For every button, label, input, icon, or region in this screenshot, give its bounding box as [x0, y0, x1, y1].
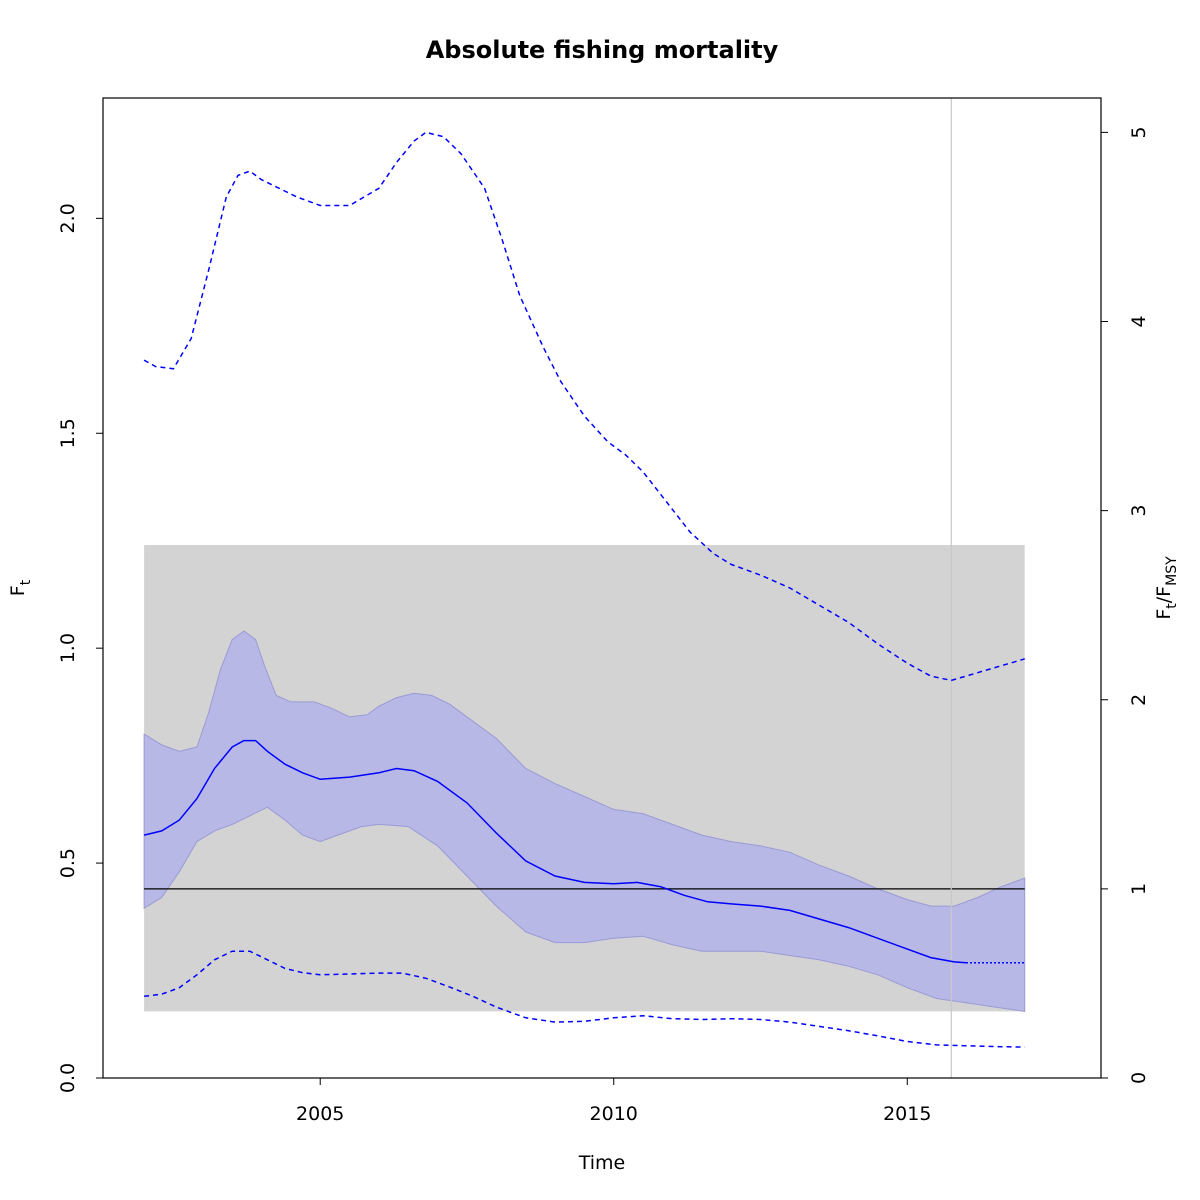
y2-axis-label-sub2: MSY	[1164, 556, 1180, 586]
y-tick-label: 1.0	[57, 633, 79, 663]
axes: 2005 2010 2015 0.0 0.5 1.0 1.5 2.0 0 1 2 3 4 5	[57, 126, 1150, 1125]
y2-axis-label: Ft/FMSY	[1153, 556, 1180, 620]
series-line-estimate	[143, 739, 967, 964]
series-line-ci-lower	[144, 950, 1025, 1048]
y-tick-label: 0.5	[57, 848, 79, 878]
x-tick-label: 2010	[590, 1103, 638, 1125]
y2-tick-label: 3	[1128, 505, 1150, 517]
x-tick-label: 2015	[883, 1103, 931, 1125]
y2-tick-label: 0	[1128, 1072, 1150, 1084]
y-axis-label: Ft	[7, 579, 34, 596]
x-tick-label: 2005	[296, 1103, 344, 1125]
chart-title: Absolute fishing mortality	[426, 36, 779, 64]
y-axis-label-sub: t	[18, 579, 34, 585]
y2-tick-label: 5	[1128, 126, 1150, 138]
y2-axis-label-sep: /F	[1153, 586, 1175, 603]
plot-area	[143, 98, 1026, 1078]
y2-axis-label-main: F	[1153, 609, 1175, 620]
y2-tick-label: 2	[1128, 694, 1150, 706]
y-tick-label: 1.5	[57, 418, 79, 448]
y2-axis-label-sub1: t	[1164, 603, 1180, 609]
y-tick-label: 2.0	[57, 203, 79, 233]
y2-tick-label: 4	[1128, 315, 1150, 327]
x-axis-label: Time	[578, 1152, 626, 1174]
confidence-band	[143, 630, 1026, 1012]
y-tick-label: 0.0	[57, 1063, 79, 1093]
y-axis-label-main: F	[7, 585, 29, 596]
y2-tick-label: 1	[1128, 883, 1150, 895]
